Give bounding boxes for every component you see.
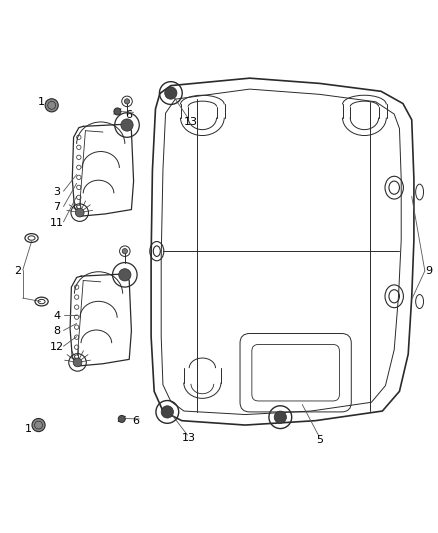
Text: 7: 7	[53, 203, 60, 212]
Circle shape	[124, 99, 130, 104]
Text: 3: 3	[53, 187, 60, 197]
Text: 6: 6	[126, 110, 133, 120]
Text: 4: 4	[53, 311, 60, 320]
Text: 13: 13	[181, 433, 195, 443]
Text: 12: 12	[50, 342, 64, 352]
Text: 8: 8	[53, 326, 60, 336]
Text: 11: 11	[50, 217, 64, 228]
Circle shape	[114, 108, 121, 115]
Text: 2: 2	[14, 266, 21, 276]
Circle shape	[165, 87, 177, 99]
Circle shape	[118, 415, 125, 423]
Circle shape	[274, 411, 286, 423]
Text: 5: 5	[316, 434, 323, 445]
Text: 1: 1	[25, 424, 32, 433]
Circle shape	[32, 418, 45, 432]
Text: 9: 9	[426, 266, 433, 276]
Circle shape	[45, 99, 58, 112]
Text: 6: 6	[132, 416, 139, 426]
Circle shape	[161, 406, 173, 418]
Circle shape	[122, 248, 127, 254]
Circle shape	[75, 208, 84, 217]
Circle shape	[121, 119, 133, 131]
Circle shape	[119, 269, 131, 281]
Text: 1: 1	[38, 97, 45, 107]
Circle shape	[73, 358, 82, 367]
Text: 13: 13	[184, 117, 198, 127]
